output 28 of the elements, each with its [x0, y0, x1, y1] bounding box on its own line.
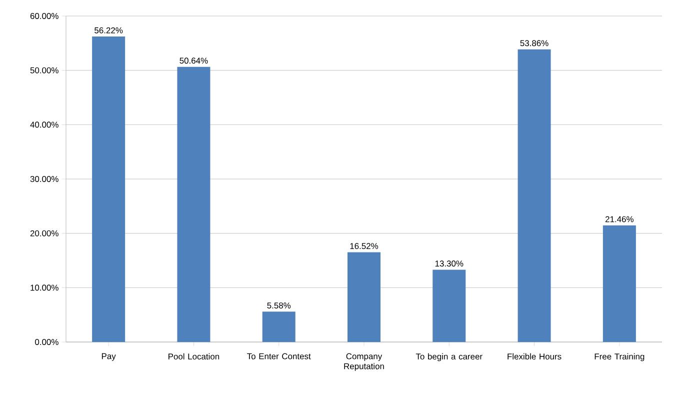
- x-tick-label: Free Training: [594, 353, 644, 362]
- x-tick-label: To Enter Contest: [247, 353, 311, 360]
- data-label: 56.22%: [94, 27, 123, 34]
- x-tick-label: Pool Location: [168, 353, 220, 360]
- bar: [177, 66, 210, 342]
- x-tick-label: Pay: [102, 353, 116, 361]
- x-tick-label: Flexible Hours: [508, 353, 562, 360]
- bar: [262, 312, 296, 342]
- y-tick-label: 50.00%: [30, 67, 58, 74]
- bar: [92, 36, 126, 342]
- y-tick-label: 30.00%: [30, 176, 58, 182]
- data-label: 53.86%: [520, 40, 548, 46]
- data-label: 50.64%: [180, 58, 208, 64]
- data-label: 13.30%: [435, 260, 464, 267]
- x-tick-label: To begin a career: [416, 353, 482, 362]
- bar: [432, 270, 466, 342]
- data-label: 16.52%: [350, 243, 378, 250]
- bar: [518, 49, 551, 342]
- y-tick-label: 0.00%: [35, 339, 58, 345]
- y-tick-label: 20.00%: [30, 230, 58, 236]
- bar: [348, 252, 380, 342]
- data-label: 21.46%: [605, 216, 634, 222]
- x-tick-label: Company Reputation: [344, 353, 384, 371]
- data-label: 5.58%: [267, 302, 291, 308]
- bar: [602, 225, 636, 342]
- y-tick-label: 10.00%: [30, 284, 58, 291]
- y-tick-label: 60.00%: [30, 13, 58, 19]
- y-tick-label: 40.00%: [30, 122, 58, 128]
